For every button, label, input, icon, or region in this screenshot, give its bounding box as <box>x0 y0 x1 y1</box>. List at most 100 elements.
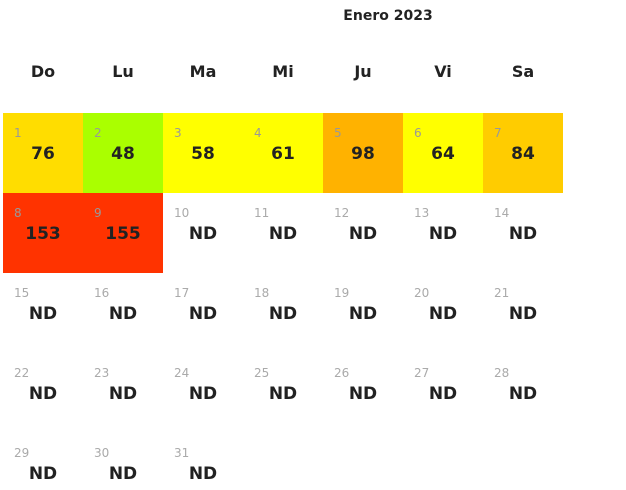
day-number: 14 <box>494 206 510 220</box>
day-value: 84 <box>511 144 535 164</box>
day-value: ND <box>428 224 458 244</box>
day-number: 9 <box>94 206 102 220</box>
day-value: ND <box>28 384 58 404</box>
day-cell: 26 ND <box>323 353 403 433</box>
day-number: 10 <box>174 206 190 220</box>
day-value: ND <box>428 384 458 404</box>
day-value: 64 <box>431 144 455 164</box>
day-cell: 13 ND <box>403 193 483 273</box>
day-value: 61 <box>271 144 295 164</box>
day-number: 18 <box>254 286 270 300</box>
day-cell: 18 ND <box>243 273 323 353</box>
day-value: ND <box>348 304 378 324</box>
day-cell: 17 ND <box>163 273 243 353</box>
day-number: 21 <box>494 286 510 300</box>
day-value: ND <box>348 384 378 404</box>
day-value: ND <box>428 304 458 324</box>
day-cell: 19 ND <box>323 273 403 353</box>
day-value: 58 <box>191 144 215 164</box>
weekday-label: Do <box>30 62 56 81</box>
day-number: 15 <box>14 286 30 300</box>
day-number: 11 <box>254 206 270 220</box>
day-cell: 23 ND <box>83 353 163 433</box>
day-value: ND <box>268 384 298 404</box>
day-number: 23 <box>94 366 110 380</box>
day-number: 29 <box>14 446 30 460</box>
day-cell: 2 48 <box>83 113 163 193</box>
day-number: 31 <box>174 446 190 460</box>
day-value: 98 <box>351 144 375 164</box>
day-value: ND <box>348 224 378 244</box>
day-cell: 22 ND <box>3 353 83 433</box>
day-cell: 8 153 <box>3 193 83 273</box>
day-number: 30 <box>94 446 110 460</box>
day-cell: 25 ND <box>243 353 323 433</box>
day-cell: 24 ND <box>163 353 243 433</box>
day-number: 25 <box>254 366 270 380</box>
day-value: ND <box>508 224 538 244</box>
day-cell: 16 ND <box>83 273 163 353</box>
day-cell: 1 76 <box>3 113 83 193</box>
day-number: 3 <box>174 126 182 140</box>
day-cell: 30 ND <box>83 433 163 490</box>
day-value: ND <box>268 304 298 324</box>
weekday-label: Ju <box>354 62 372 81</box>
day-number: 2 <box>94 126 102 140</box>
day-cell: 6 64 <box>403 113 483 193</box>
day-number: 16 <box>94 286 110 300</box>
day-cell: 15 ND <box>3 273 83 353</box>
day-value: 153 <box>25 224 61 244</box>
day-number: 22 <box>14 366 30 380</box>
weekday-label: Lu <box>112 62 134 81</box>
day-value: ND <box>188 224 218 244</box>
day-number: 26 <box>334 366 350 380</box>
day-value: ND <box>188 464 218 484</box>
day-cell: 11 ND <box>243 193 323 273</box>
day-cell: 5 98 <box>323 113 403 193</box>
day-cell: 10 ND <box>163 193 243 273</box>
day-number: 27 <box>414 366 430 380</box>
day-value: ND <box>28 464 58 484</box>
day-number: 13 <box>414 206 430 220</box>
day-number: 20 <box>414 286 430 300</box>
day-cell: 21 ND <box>483 273 563 353</box>
day-cell: 9 155 <box>83 193 163 273</box>
day-cell: 7 84 <box>483 113 563 193</box>
day-value: 76 <box>31 144 55 164</box>
day-number: 19 <box>334 286 350 300</box>
day-value: ND <box>28 304 58 324</box>
day-number: 7 <box>494 126 502 140</box>
day-value: ND <box>188 384 218 404</box>
day-cell: 29 ND <box>3 433 83 490</box>
day-value: ND <box>188 304 218 324</box>
day-value: ND <box>508 384 538 404</box>
day-cell: 3 58 <box>163 113 243 193</box>
weekday-label: Vi <box>434 62 452 81</box>
day-cell: 27 ND <box>403 353 483 433</box>
day-number: 12 <box>334 206 350 220</box>
weekday-label: Mi <box>272 62 294 81</box>
day-cell: 31 ND <box>163 433 243 490</box>
day-value: ND <box>108 304 138 324</box>
day-cell: 12 ND <box>323 193 403 273</box>
day-value: 48 <box>111 144 135 164</box>
day-cell: 14 ND <box>483 193 563 273</box>
day-value: 155 <box>105 224 141 244</box>
day-cell: 4 61 <box>243 113 323 193</box>
day-number: 8 <box>14 206 22 220</box>
day-number: 5 <box>334 126 342 140</box>
day-number: 4 <box>254 126 262 140</box>
weekday-label: Ma <box>189 62 217 81</box>
day-value: ND <box>108 384 138 404</box>
day-value: ND <box>108 464 138 484</box>
day-number: 1 <box>14 126 22 140</box>
day-number: 17 <box>174 286 190 300</box>
day-cell: 28 ND <box>483 353 563 433</box>
title: Enero 2023 <box>343 8 433 24</box>
day-value: ND <box>508 304 538 324</box>
day-cell: 20 ND <box>403 273 483 353</box>
day-number: 24 <box>174 366 190 380</box>
day-number: 28 <box>494 366 510 380</box>
day-number: 6 <box>414 126 422 140</box>
